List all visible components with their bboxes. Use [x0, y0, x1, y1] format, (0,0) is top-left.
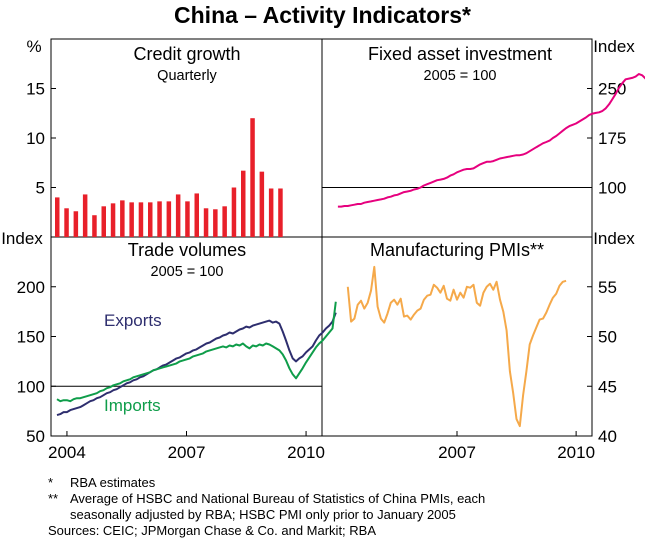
- credit-growth-bar: [185, 201, 190, 237]
- credit-growth-bar: [194, 193, 199, 237]
- y-tick-label: 100: [598, 179, 626, 198]
- footnote-2: ** Average of HSBC and National Bureau of…: [48, 491, 485, 507]
- footnote-marker: **: [48, 491, 59, 506]
- panel-title: Fixed asset investment: [368, 44, 552, 64]
- y-tick-label: 250: [598, 80, 626, 99]
- credit-growth-bar: [120, 200, 125, 237]
- y-tick-label: 150: [17, 328, 45, 347]
- x-tick-label: 2004: [48, 443, 86, 462]
- y-tick-label: 10: [26, 129, 45, 148]
- footnote-1: * RBA estimates: [48, 475, 155, 491]
- panel-subtitle: 2005 = 100: [424, 68, 497, 84]
- credit-growth-bar: [222, 206, 227, 237]
- credit-growth-bar: [203, 208, 209, 237]
- credit-growth-bar: [259, 171, 265, 237]
- credit-growth-bar: [64, 208, 69, 237]
- x-tick-label: 2007: [168, 443, 206, 462]
- footnote-marker: *: [48, 475, 54, 490]
- panel-title: Trade volumes: [128, 240, 246, 260]
- footnote-3: seasonally adjusted by RBA; HSBC PMI onl…: [48, 507, 456, 523]
- credit-growth-bar: [110, 203, 116, 237]
- credit-growth-bar: [101, 206, 106, 237]
- footnote-text: Average of HSBC and National Bureau of S…: [70, 491, 486, 506]
- unit-label: %: [26, 37, 41, 56]
- y-tick-label: 50: [26, 427, 45, 446]
- credit-growth-bar: [241, 170, 246, 237]
- footnote-text: RBA estimates: [70, 475, 156, 490]
- sources-note: Sources: CEIC; JPMorgan Chase & Co. and …: [48, 523, 377, 538]
- y-tick-label: 100: [17, 377, 45, 396]
- manufacturing-pmi-line: [346, 265, 567, 428]
- panel-title: Manufacturing PMIs**: [370, 240, 544, 260]
- y-tick-label: 200: [17, 278, 45, 297]
- credit-growth-bar: [166, 201, 172, 237]
- credit-growth-bar: [157, 201, 162, 237]
- exports-series-label: Exports: [104, 311, 162, 330]
- exports-line: [56, 312, 337, 417]
- y-tick-label: 175: [598, 129, 626, 148]
- credit-growth-bar: [148, 202, 153, 237]
- credit-growth-bar: [92, 215, 97, 237]
- credit-growth-bar: [55, 197, 60, 237]
- x-tick-label: 2010: [557, 443, 595, 462]
- unit-label: Index: [1, 229, 43, 248]
- y-tick-label: 55: [598, 278, 617, 297]
- unit-label: Index: [593, 229, 635, 248]
- y-tick-label: 15: [26, 80, 45, 99]
- credit-growth-bar: [73, 211, 79, 237]
- imports-line: [56, 301, 337, 403]
- credit-growth-bar: [278, 188, 283, 237]
- panel-title: Credit growth: [133, 44, 240, 64]
- credit-growth-bar: [175, 194, 181, 237]
- credit-growth-bar: [231, 187, 237, 237]
- fixed-asset-investment-line: [337, 73, 645, 208]
- imports-series-label: Imports: [104, 396, 161, 415]
- credit-growth-bar: [250, 118, 255, 237]
- figure-title: China – Activity Indicators*: [174, 2, 471, 28]
- panel-subtitle: Quarterly: [157, 68, 217, 84]
- y-tick-label: 50: [598, 328, 617, 347]
- panel-subtitle: 2005 = 100: [151, 264, 224, 280]
- y-tick-label: 40: [598, 427, 617, 446]
- y-tick-label: 5: [36, 179, 45, 198]
- footnote-text: seasonally adjusted by RBA; HSBC PMI onl…: [70, 507, 456, 522]
- x-tick-label: 2007: [438, 443, 476, 462]
- credit-growth-bar: [138, 202, 144, 237]
- x-tick-label: 2010: [287, 443, 325, 462]
- unit-label: Index: [593, 37, 635, 56]
- credit-growth-bar: [82, 194, 88, 237]
- credit-growth-bar: [213, 209, 218, 237]
- credit-growth-bar: [268, 188, 274, 237]
- y-tick-label: 45: [598, 377, 617, 396]
- credit-growth-bar: [129, 202, 134, 237]
